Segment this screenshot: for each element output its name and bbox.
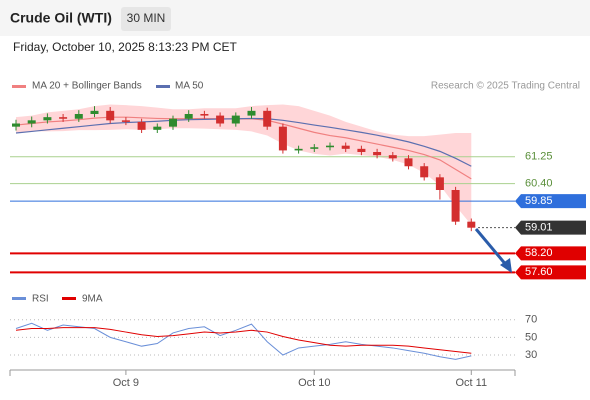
- legend-swatch: [156, 85, 170, 88]
- candle-body: [27, 120, 36, 124]
- candle-body: [231, 115, 240, 124]
- header-bar: [0, 0, 590, 36]
- candle-body: [169, 118, 177, 127]
- y-tick-label: 50: [525, 331, 537, 343]
- candle-body: [310, 147, 319, 149]
- level-label: 61.25: [525, 151, 553, 163]
- candle-body: [357, 148, 366, 152]
- candle-body: [263, 110, 272, 127]
- candle-body: [388, 155, 397, 159]
- candle-body: [106, 110, 115, 121]
- candle-body: [90, 110, 99, 114]
- candle-body: [200, 114, 209, 116]
- forecast-arrow: [474, 228, 509, 267]
- candle-body: [326, 145, 334, 148]
- candle-body: [12, 123, 20, 127]
- legend-label: MA 50: [175, 81, 204, 92]
- level-label: 58.20: [525, 247, 553, 259]
- candle-body: [435, 177, 444, 190]
- y-tick-label: 30: [525, 349, 537, 361]
- candle-body: [373, 152, 382, 156]
- candle-body: [121, 120, 130, 122]
- candle-body: [451, 190, 460, 222]
- candle-body: [247, 110, 256, 116]
- candle-body: [216, 115, 225, 124]
- legend-swatch: [62, 297, 76, 300]
- level-label: 57.60: [525, 266, 553, 278]
- candle-body: [153, 126, 162, 130]
- rsi-line: [15, 322, 472, 360]
- ma-line: [15, 117, 472, 167]
- candle-body: [43, 117, 52, 121]
- candle-body: [420, 166, 429, 178]
- x-tick-label: Oct 9: [113, 377, 139, 389]
- level-label: 60.40: [525, 178, 553, 190]
- candle-body: [137, 121, 146, 130]
- candle-body: [467, 221, 476, 228]
- timeframe: 30 MIN: [127, 11, 166, 25]
- level-tag: [515, 246, 586, 261]
- level-tag: [515, 265, 586, 280]
- x-tick-label: Oct 10: [298, 377, 330, 389]
- y-tick-label: 70: [525, 314, 537, 326]
- candle-body: [59, 117, 68, 119]
- candle-body: [184, 114, 193, 119]
- candle-body: [278, 126, 287, 151]
- legend-label: RSI: [32, 294, 49, 305]
- chart-title: Crude Oil (WTI): [10, 10, 112, 26]
- timeframe-badge: [121, 7, 171, 31]
- legend-label: MA 20 + Bollinger Bands: [32, 81, 142, 92]
- rsi-line: [15, 327, 472, 354]
- candle-body: [294, 148, 303, 151]
- level-tag: [515, 194, 586, 209]
- level-label: 59.85: [525, 195, 553, 207]
- legend-label: 9MA: [82, 294, 103, 305]
- bollinger-band: [16, 104, 472, 225]
- legend-swatch: [12, 85, 26, 88]
- level-tag: [515, 220, 586, 235]
- timestamp: Friday, October 10, 2025 8:13:23 PM CET: [13, 40, 238, 54]
- candle-body: [341, 145, 350, 149]
- level-label: 59.01: [525, 222, 553, 234]
- legend-swatch: [12, 297, 26, 300]
- arrow-head: [500, 258, 512, 273]
- x-tick-label: Oct 11: [456, 377, 488, 389]
- candle-body: [74, 114, 83, 119]
- candle-body: [404, 158, 413, 167]
- credit: Research © 2025 Trading Central: [431, 81, 580, 92]
